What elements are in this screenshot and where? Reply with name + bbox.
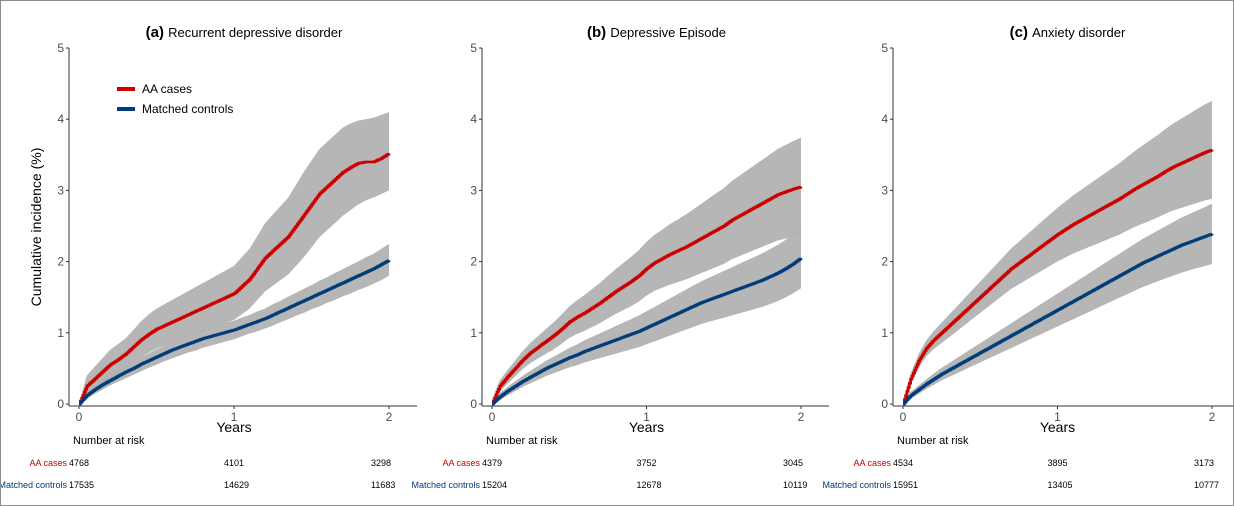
- risk-row-label: Matched controls: [822, 480, 891, 490]
- panel-c: 0 1 2 3 4 5 0 1 2 Years (c) Anxiety disorder Number…: [822, 24, 1233, 490]
- risk-value: 3895: [1048, 458, 1068, 468]
- series-line-matched-controls: [79, 259, 391, 406]
- risk-value: 11683: [371, 480, 395, 490]
- risk-value: 4534: [893, 458, 913, 468]
- panel-a: 0 1 2 3 4 5 0 1 2 Years (a) Recurrent depressive d…: [1, 24, 417, 490]
- y-tick-label: 2: [57, 255, 64, 269]
- panel-title: (a) Recurrent depressive disorder: [146, 24, 343, 41]
- panel-title-text: Depressive Episode: [610, 25, 726, 40]
- series-line-aa-cases: [903, 149, 1214, 406]
- y-tick-label: 1: [881, 326, 888, 340]
- y-tick-label: 1: [470, 326, 477, 340]
- y-tick-label: 0: [881, 397, 888, 411]
- y-axis-label: Cumulative incidence (%): [28, 148, 44, 307]
- x-tick-label: 0: [900, 410, 907, 424]
- risk-value: 4101: [224, 458, 244, 468]
- y-tick-label: 3: [881, 183, 888, 197]
- y-tick-label: 5: [57, 41, 64, 55]
- y-tick-label: 3: [470, 183, 477, 197]
- risk-value: 17535: [69, 480, 94, 490]
- risk-table-title: Number at risk: [897, 435, 969, 447]
- y-tick-label: 2: [470, 255, 477, 269]
- risk-value: 4379: [482, 458, 502, 468]
- y-tick-label: 4: [57, 112, 64, 126]
- x-tick-label: 1: [643, 410, 650, 424]
- legend-label: Matched controls: [142, 102, 233, 116]
- x-axis-label: Years: [216, 419, 251, 435]
- x-axis-label: Years: [629, 419, 664, 435]
- risk-value: 15204: [482, 480, 507, 490]
- risk-value: 14629: [224, 480, 249, 490]
- risk-value: 3298: [371, 458, 391, 468]
- panel-letter: (a): [146, 24, 169, 41]
- y-tick-label: 1: [57, 326, 64, 340]
- panel-title-text: Recurrent depressive disorder: [168, 25, 343, 40]
- panel-letter: (c): [1010, 24, 1033, 41]
- y-tick-label: 5: [470, 41, 477, 55]
- y-tick-label: 0: [470, 397, 477, 411]
- y-tick-label: 0: [57, 397, 64, 411]
- risk-value: 4768: [69, 458, 89, 468]
- x-tick-label: 2: [386, 410, 393, 424]
- x-tick-label: 0: [76, 410, 83, 424]
- y-tick-label: 3: [57, 183, 64, 197]
- risk-row-label: AA cases: [853, 458, 891, 468]
- panel-title: (c) Anxiety disorder: [1010, 24, 1126, 41]
- risk-table-title: Number at risk: [486, 435, 558, 447]
- risk-row-label: Matched controls: [411, 480, 480, 490]
- x-axis-label: Years: [1040, 419, 1075, 435]
- risk-value: 10119: [783, 480, 807, 490]
- risk-value: 13405: [1048, 480, 1073, 490]
- series-line-aa-cases: [492, 185, 803, 406]
- risk-value: 3045: [783, 458, 803, 468]
- x-tick-label: 0: [489, 410, 496, 424]
- legend-label: AA cases: [142, 82, 192, 96]
- panels: 0 1 2 3 4 5 0 1 2 Years (a) Recurrent depressive d…: [1, 24, 1233, 490]
- y-tick-label: 2: [881, 255, 888, 269]
- y-tick-label: 4: [470, 112, 477, 126]
- x-tick-label: 1: [1054, 410, 1061, 424]
- risk-row-label: Matched controls: [1, 480, 67, 490]
- panel-title-text: Anxiety disorder: [1032, 25, 1126, 40]
- panel-title: (b) Depressive Episode: [587, 24, 726, 41]
- ci-band-controls: [79, 243, 389, 404]
- x-tick-label: 2: [798, 410, 805, 424]
- panel-b: 0 1 2 3 4 5 0 1 2 Years (b) Depressive Episode Numb…: [411, 24, 829, 490]
- legend: AA cases Matched controls: [117, 82, 233, 116]
- risk-table-title: Number at risk: [73, 435, 145, 447]
- panel-letter: (b): [587, 24, 610, 41]
- series-line-matched-controls: [492, 257, 803, 406]
- x-tick-label: 2: [1209, 410, 1216, 424]
- x-tick-label: 1: [231, 410, 238, 424]
- risk-value: 10777: [1194, 480, 1219, 490]
- risk-value: 3752: [637, 458, 657, 468]
- series-line-aa-cases: [79, 152, 391, 406]
- risk-value: 12678: [637, 480, 662, 490]
- ci-band-cases: [903, 100, 1212, 405]
- risk-row-label: AA cases: [442, 458, 480, 468]
- ci-band-cases: [79, 112, 389, 404]
- series-line-matched-controls: [903, 233, 1214, 406]
- y-tick-label: 4: [881, 112, 888, 126]
- risk-value: 15951: [893, 480, 918, 490]
- y-tick-label: 5: [881, 41, 888, 55]
- risk-value: 3173: [1194, 458, 1214, 468]
- risk-row-label: AA cases: [29, 458, 67, 468]
